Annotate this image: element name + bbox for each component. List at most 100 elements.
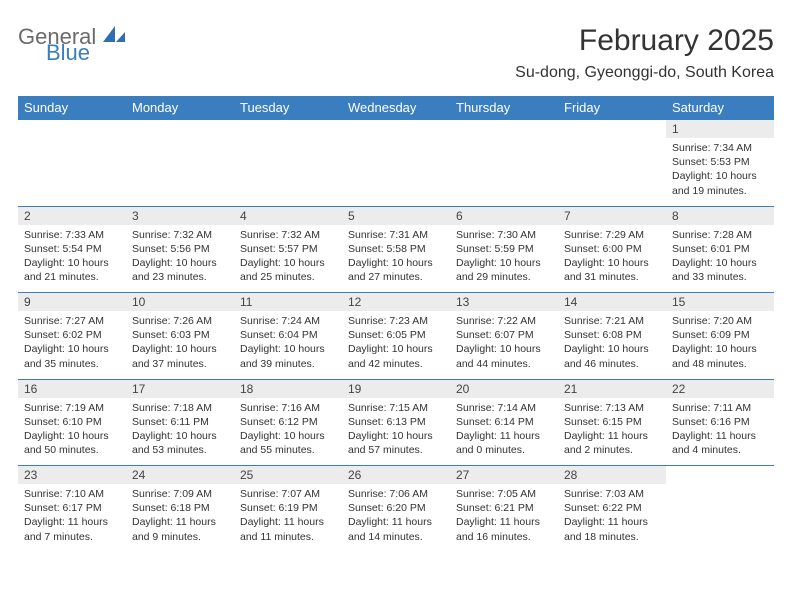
day-detail-cell: Sunrise: 7:14 AMSunset: 6:14 PMDaylight:… [450, 398, 558, 466]
day-number-cell: 15 [666, 293, 774, 312]
day-detail-cell [450, 138, 558, 206]
sunset-text: Sunset: 5:57 PM [240, 242, 336, 256]
sunrise-text: Sunrise: 7:03 AM [564, 487, 660, 501]
sunrise-text: Sunrise: 7:20 AM [672, 314, 768, 328]
sunrise-text: Sunrise: 7:33 AM [24, 228, 120, 242]
sunset-text: Sunset: 6:01 PM [672, 242, 768, 256]
day-detail-cell: Sunrise: 7:32 AMSunset: 5:56 PMDaylight:… [126, 225, 234, 293]
day-detail-cell: Sunrise: 7:28 AMSunset: 6:01 PMDaylight:… [666, 225, 774, 293]
sunset-text: Sunset: 6:04 PM [240, 328, 336, 342]
day-detail-cell: Sunrise: 7:13 AMSunset: 6:15 PMDaylight:… [558, 398, 666, 466]
sunrise-text: Sunrise: 7:31 AM [348, 228, 444, 242]
sunset-text: Sunset: 6:15 PM [564, 415, 660, 429]
daylight-text: Daylight: 11 hours and 9 minutes. [132, 515, 228, 543]
day-detail-cell: Sunrise: 7:30 AMSunset: 5:59 PMDaylight:… [450, 225, 558, 293]
daylight-text: Daylight: 10 hours and 48 minutes. [672, 342, 768, 370]
sunrise-text: Sunrise: 7:28 AM [672, 228, 768, 242]
sunrise-text: Sunrise: 7:14 AM [456, 401, 552, 415]
sunset-text: Sunset: 6:05 PM [348, 328, 444, 342]
weekday-header: Tuesday [234, 96, 342, 120]
day-detail-cell: Sunrise: 7:15 AMSunset: 6:13 PMDaylight:… [342, 398, 450, 466]
location-subtitle: Su-dong, Gyeonggi-do, South Korea [515, 64, 774, 82]
weekday-header: Thursday [450, 96, 558, 120]
day-number-cell: 9 [18, 293, 126, 312]
day-number-cell: 1 [666, 120, 774, 139]
weekday-header: Wednesday [342, 96, 450, 120]
sunrise-text: Sunrise: 7:34 AM [672, 141, 768, 155]
day-number-cell: 2 [18, 206, 126, 225]
day-number-cell: 5 [342, 206, 450, 225]
sunset-text: Sunset: 6:03 PM [132, 328, 228, 342]
sunrise-text: Sunrise: 7:26 AM [132, 314, 228, 328]
day-detail-cell: Sunrise: 7:18 AMSunset: 6:11 PMDaylight:… [126, 398, 234, 466]
daylight-text: Daylight: 10 hours and 39 minutes. [240, 342, 336, 370]
sunrise-text: Sunrise: 7:22 AM [456, 314, 552, 328]
sunset-text: Sunset: 6:12 PM [240, 415, 336, 429]
sunrise-text: Sunrise: 7:15 AM [348, 401, 444, 415]
day-detail-cell: Sunrise: 7:16 AMSunset: 6:12 PMDaylight:… [234, 398, 342, 466]
sunset-text: Sunset: 6:14 PM [456, 415, 552, 429]
sunrise-text: Sunrise: 7:10 AM [24, 487, 120, 501]
sunset-text: Sunset: 6:18 PM [132, 501, 228, 515]
day-detail-cell: Sunrise: 7:24 AMSunset: 6:04 PMDaylight:… [234, 311, 342, 379]
day-number-cell: 23 [18, 466, 126, 485]
daylight-text: Daylight: 11 hours and 0 minutes. [456, 429, 552, 457]
sunset-text: Sunset: 5:56 PM [132, 242, 228, 256]
daylight-text: Daylight: 10 hours and 31 minutes. [564, 256, 660, 284]
day-number-row: 1 [18, 120, 774, 139]
sunrise-text: Sunrise: 7:18 AM [132, 401, 228, 415]
month-title: February 2025 [515, 24, 774, 58]
day-number-row: 9101112131415 [18, 293, 774, 312]
day-detail-cell: Sunrise: 7:11 AMSunset: 6:16 PMDaylight:… [666, 398, 774, 466]
sunrise-text: Sunrise: 7:16 AM [240, 401, 336, 415]
daylight-text: Daylight: 10 hours and 29 minutes. [456, 256, 552, 284]
day-number-cell: 21 [558, 379, 666, 398]
day-number-cell: 14 [558, 293, 666, 312]
day-detail-row: Sunrise: 7:33 AMSunset: 5:54 PMDaylight:… [18, 225, 774, 293]
day-number-cell: 17 [126, 379, 234, 398]
daylight-text: Daylight: 10 hours and 27 minutes. [348, 256, 444, 284]
header-block: General Blue February 2025 Su-dong, Gyeo… [18, 24, 774, 82]
day-number-cell: 18 [234, 379, 342, 398]
sunset-text: Sunset: 5:53 PM [672, 155, 768, 169]
day-number-cell [126, 120, 234, 139]
calendar-table: Sunday Monday Tuesday Wednesday Thursday… [18, 96, 774, 552]
day-number-cell [558, 120, 666, 139]
day-detail-cell: Sunrise: 7:34 AMSunset: 5:53 PMDaylight:… [666, 138, 774, 206]
day-number-cell: 12 [342, 293, 450, 312]
day-number-cell: 20 [450, 379, 558, 398]
day-detail-cell: Sunrise: 7:05 AMSunset: 6:21 PMDaylight:… [450, 484, 558, 552]
sunset-text: Sunset: 6:13 PM [348, 415, 444, 429]
daylight-text: Daylight: 10 hours and 35 minutes. [24, 342, 120, 370]
logo: General Blue [18, 24, 127, 64]
sunrise-text: Sunrise: 7:30 AM [456, 228, 552, 242]
sunset-text: Sunset: 6:16 PM [672, 415, 768, 429]
daylight-text: Daylight: 10 hours and 23 minutes. [132, 256, 228, 284]
sunrise-text: Sunrise: 7:19 AM [24, 401, 120, 415]
day-number-cell: 10 [126, 293, 234, 312]
daylight-text: Daylight: 10 hours and 57 minutes. [348, 429, 444, 457]
sunrise-text: Sunrise: 7:05 AM [456, 487, 552, 501]
day-number-cell: 4 [234, 206, 342, 225]
sunrise-text: Sunrise: 7:27 AM [24, 314, 120, 328]
day-number-row: 232425262728 [18, 466, 774, 485]
sunrise-text: Sunrise: 7:32 AM [240, 228, 336, 242]
daylight-text: Daylight: 11 hours and 7 minutes. [24, 515, 120, 543]
sunset-text: Sunset: 6:22 PM [564, 501, 660, 515]
day-number-row: 2345678 [18, 206, 774, 225]
day-detail-cell: Sunrise: 7:22 AMSunset: 6:07 PMDaylight:… [450, 311, 558, 379]
day-detail-row: Sunrise: 7:10 AMSunset: 6:17 PMDaylight:… [18, 484, 774, 552]
day-detail-cell: Sunrise: 7:21 AMSunset: 6:08 PMDaylight:… [558, 311, 666, 379]
day-detail-row: Sunrise: 7:34 AMSunset: 5:53 PMDaylight:… [18, 138, 774, 206]
daylight-text: Daylight: 10 hours and 19 minutes. [672, 169, 768, 197]
daylight-text: Daylight: 11 hours and 2 minutes. [564, 429, 660, 457]
sunrise-text: Sunrise: 7:07 AM [240, 487, 336, 501]
day-number-cell: 11 [234, 293, 342, 312]
day-number-row: 16171819202122 [18, 379, 774, 398]
day-detail-cell: Sunrise: 7:09 AMSunset: 6:18 PMDaylight:… [126, 484, 234, 552]
daylight-text: Daylight: 10 hours and 37 minutes. [132, 342, 228, 370]
day-number-cell: 25 [234, 466, 342, 485]
logo-sail-icon [101, 24, 127, 44]
daylight-text: Daylight: 10 hours and 33 minutes. [672, 256, 768, 284]
day-detail-cell: Sunrise: 7:20 AMSunset: 6:09 PMDaylight:… [666, 311, 774, 379]
